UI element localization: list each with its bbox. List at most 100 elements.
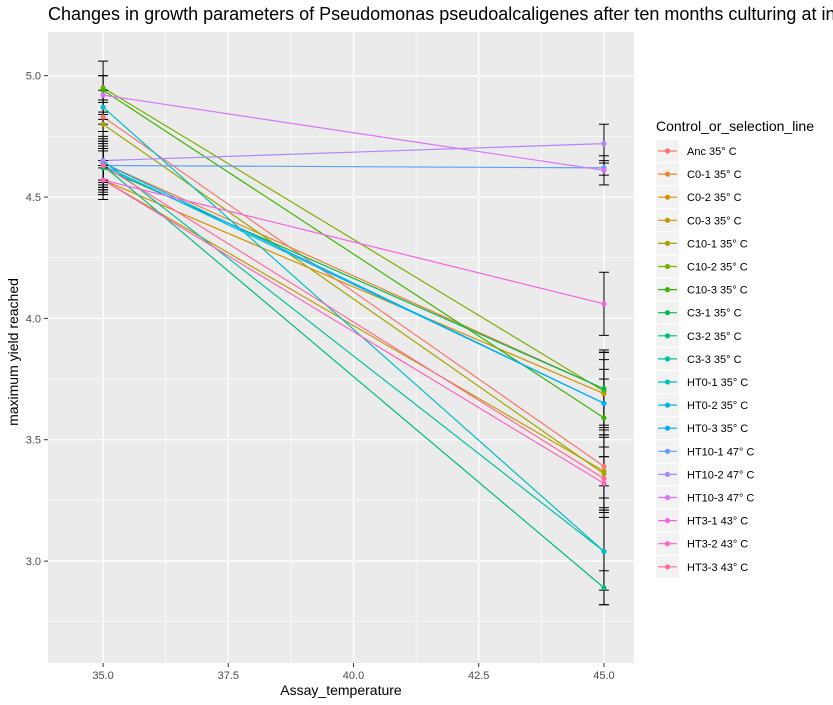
legend-label: C10-3 35° C	[687, 285, 748, 297]
legend-item: C0-1 35° C	[656, 163, 742, 186]
legend-item: Anc 35° C	[656, 140, 737, 162]
legend-key-point	[664, 217, 671, 223]
chart-title: Changes in growth parameters of Pseudomo…	[48, 4, 833, 24]
legend-item: HT0-3 35° C	[656, 417, 748, 440]
legend-item: C0-2 35° C	[656, 186, 742, 209]
y-axis-title: maximum yield reached	[5, 278, 21, 426]
series-line	[103, 143, 604, 162]
data-point	[100, 121, 106, 127]
legend-key-point	[664, 518, 671, 524]
series-line	[102, 160, 605, 552]
data-point	[601, 386, 607, 392]
legend-label: HT0-1 35° C	[687, 377, 748, 389]
legend-label: C10-2 35° C	[687, 262, 748, 274]
legend-key-point	[664, 541, 671, 547]
legend-key-point	[664, 379, 671, 385]
legend-key-point	[664, 240, 671, 246]
legend-key-point	[664, 564, 671, 570]
x-tick-label: 42.5	[468, 670, 489, 682]
data-point	[100, 158, 106, 164]
legend-item: HT0-1 35° C	[656, 371, 748, 393]
series-line	[103, 94, 605, 171]
series-line	[102, 116, 605, 467]
legend-label: C0-2 35° C	[687, 192, 742, 204]
legend-label: C3-3 35° C	[687, 354, 742, 366]
legend-item: HT10-2 47° C	[656, 463, 754, 486]
legend-label: HT0-2 35° C	[687, 400, 748, 412]
x-tick-label: 45.0	[593, 670, 614, 682]
legend-key-point	[664, 333, 671, 339]
legend: Control_or_selection_line Anc 35° C C0-1 …	[656, 118, 814, 578]
legend-key-point	[664, 471, 671, 477]
legend-label: HT10-3 47° C	[687, 493, 754, 505]
data-point	[601, 415, 607, 421]
legend-item: C0-3 35° C	[656, 209, 742, 232]
data-point	[100, 92, 106, 98]
x-tick-label: 37.5	[218, 670, 239, 682]
data-point	[601, 400, 607, 406]
legend-item: C3-1 35° C	[656, 301, 742, 324]
series-line	[102, 162, 605, 404]
x-tick-label: 35.0	[92, 670, 113, 682]
x-axis: 35.0 37.5 40.0 42.5 45.0	[92, 663, 615, 682]
data-point	[601, 141, 607, 147]
legend-label: HT10-1 47° C	[687, 446, 754, 458]
legend-label: Anc 35° C	[687, 146, 737, 158]
series-lines	[102, 87, 605, 589]
data-point	[100, 114, 106, 120]
series-line	[102, 106, 605, 552]
legend-label: HT0-3 35° C	[687, 423, 748, 435]
legend-label: C10-1 35° C	[687, 238, 748, 250]
legend-label: C0-1 35° C	[687, 169, 742, 181]
y-tick-label: 3.5	[26, 435, 41, 447]
legend-key-point	[664, 402, 671, 408]
legend-key-point	[664, 310, 671, 316]
data-points	[100, 85, 607, 591]
legend-item: C3-3 35° C	[656, 347, 742, 370]
data-point	[100, 87, 106, 93]
legend-item: C3-2 35° C	[656, 324, 742, 347]
legend-item: HT10-3 47° C	[656, 486, 754, 509]
series-line	[102, 179, 605, 395]
y-tick-label: 3.0	[26, 556, 41, 568]
legend-key-point	[664, 425, 671, 431]
y-tick-label: 4.5	[26, 192, 41, 204]
data-point	[601, 548, 607, 554]
series-line	[102, 179, 605, 305]
series-line	[102, 87, 605, 392]
legend-key-point	[664, 148, 671, 154]
legend-label: HT10-2 47° C	[687, 469, 754, 481]
series-line	[102, 179, 605, 484]
data-point	[601, 480, 607, 487]
series-line	[102, 164, 605, 480]
data-point	[100, 162, 106, 169]
data-point	[601, 301, 607, 307]
data-point	[601, 475, 607, 482]
legend-item: HT10-1 47° C	[656, 440, 754, 463]
legend-label: C0-3 35° C	[687, 215, 742, 227]
legend-title: Control_or_selection_line	[656, 118, 814, 134]
legend-key-point	[664, 356, 671, 362]
series-line	[102, 123, 605, 475]
x-axis-title: Assay_temperature	[280, 682, 402, 698]
legend-label: HT3-2 43° C	[687, 539, 748, 551]
legend-key-point	[664, 263, 671, 270]
data-point	[601, 471, 607, 477]
y-tick-label: 4.0	[26, 313, 41, 325]
legend-label: C3-2 35° C	[687, 331, 742, 343]
x-tick-label: 40.0	[343, 670, 364, 682]
data-point	[601, 585, 607, 591]
legend-label: C3-1 35° C	[687, 308, 742, 320]
legend-item: HT3-3 43° C	[656, 555, 748, 578]
data-point	[100, 177, 106, 183]
series-line	[102, 179, 605, 472]
data-point	[100, 104, 106, 110]
legend-key-point	[664, 194, 671, 200]
legend-item: C10-1 35° C	[656, 232, 748, 255]
legend-item: C10-3 35° C	[656, 278, 748, 301]
legend-label: HT3-1 43° C	[687, 516, 748, 528]
legend-item: HT3-2 43° C	[656, 532, 748, 555]
y-axis: 3.0 3.5 4.0 4.5 5.0	[26, 71, 48, 568]
legend-item: HT3-1 43° C	[656, 509, 748, 532]
